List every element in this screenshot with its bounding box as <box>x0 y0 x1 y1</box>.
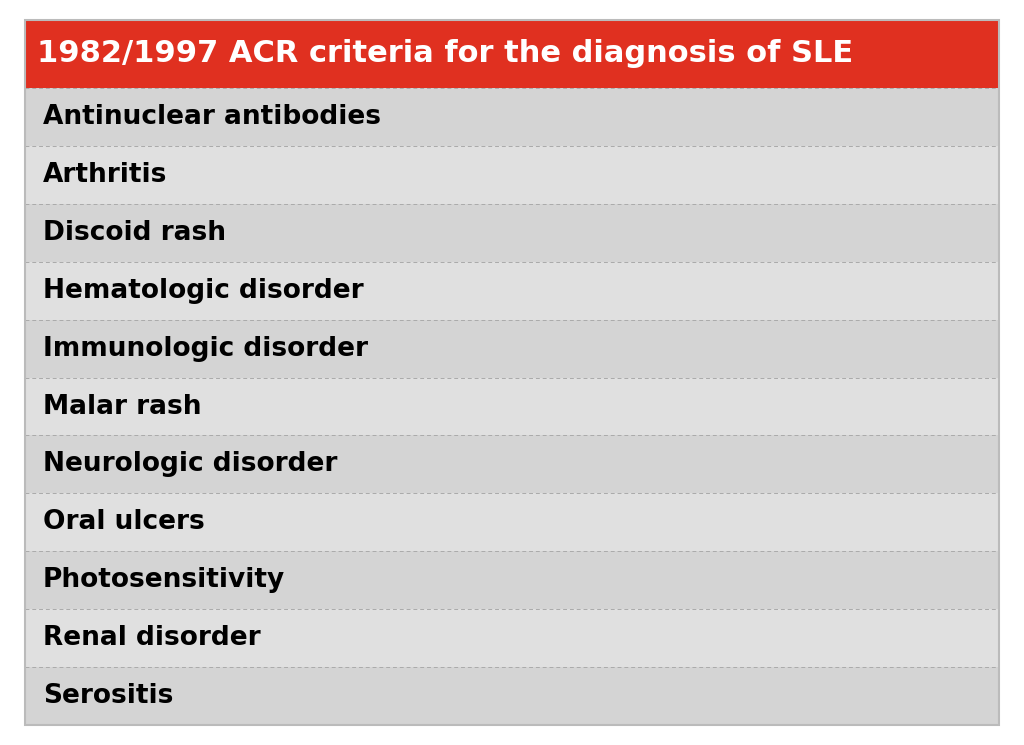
Text: Oral ulcers: Oral ulcers <box>43 510 205 536</box>
Bar <box>25 609 999 667</box>
Text: 1982/1997 ACR criteria for the diagnosis of SLE: 1982/1997 ACR criteria for the diagnosis… <box>37 39 853 69</box>
Text: Hematologic disorder: Hematologic disorder <box>43 278 364 304</box>
Bar <box>25 88 999 146</box>
Text: Renal disorder: Renal disorder <box>43 625 261 651</box>
Bar <box>25 436 999 493</box>
Bar <box>25 493 999 551</box>
Bar <box>25 667 999 725</box>
Text: Serositis: Serositis <box>43 683 173 709</box>
Bar <box>25 320 999 378</box>
Text: Neurologic disorder: Neurologic disorder <box>43 451 337 478</box>
Text: Malar rash: Malar rash <box>43 393 202 419</box>
Bar <box>25 146 999 204</box>
Bar <box>25 204 999 261</box>
Bar <box>25 20 999 88</box>
Text: Photosensitivity: Photosensitivity <box>43 567 286 593</box>
Bar <box>25 261 999 320</box>
Bar <box>25 551 999 609</box>
Bar <box>25 378 999 436</box>
Text: Discoid rash: Discoid rash <box>43 220 226 246</box>
Text: Arthritis: Arthritis <box>43 162 167 188</box>
Text: Immunologic disorder: Immunologic disorder <box>43 335 368 361</box>
Text: Antinuclear antibodies: Antinuclear antibodies <box>43 104 381 130</box>
